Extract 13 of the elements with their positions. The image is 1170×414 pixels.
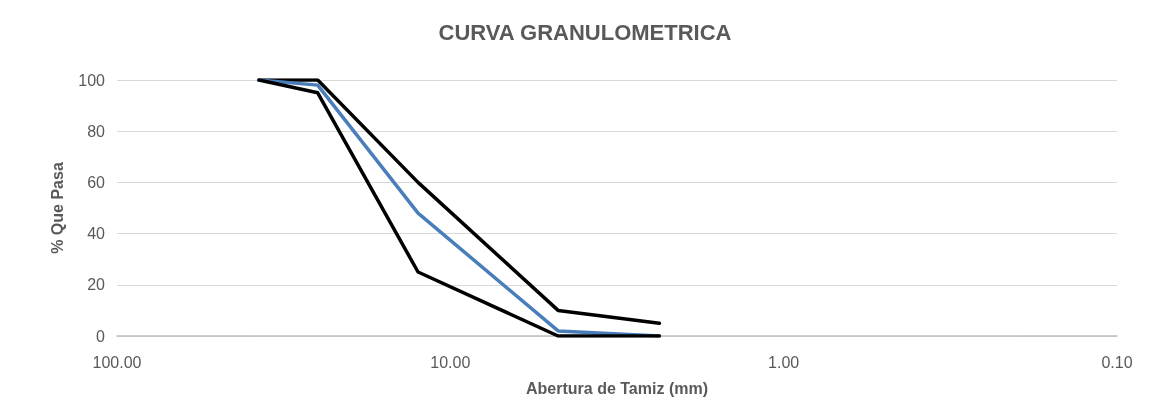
x-tick-label: 100.00 — [92, 353, 142, 371]
y-tick-label: 20 — [87, 276, 106, 294]
y-axis-title: % Que Pasa — [48, 162, 66, 254]
x-axis-title: Abertura de Tamiz (mm) — [526, 379, 708, 397]
y-tick-label: 80 — [87, 122, 106, 140]
x-tick-label: 0.10 — [1101, 353, 1133, 371]
y-tick-label: 0 — [96, 327, 106, 345]
y-tick-label: 100 — [78, 71, 106, 89]
x-tick-label: 10.00 — [430, 353, 471, 371]
y-tick-label: 60 — [87, 173, 106, 191]
chart-title: CURVA GRANULOMETRICA — [438, 19, 732, 45]
y-tick-label: 40 — [87, 225, 106, 243]
x-tick-label: 1.00 — [768, 353, 800, 371]
